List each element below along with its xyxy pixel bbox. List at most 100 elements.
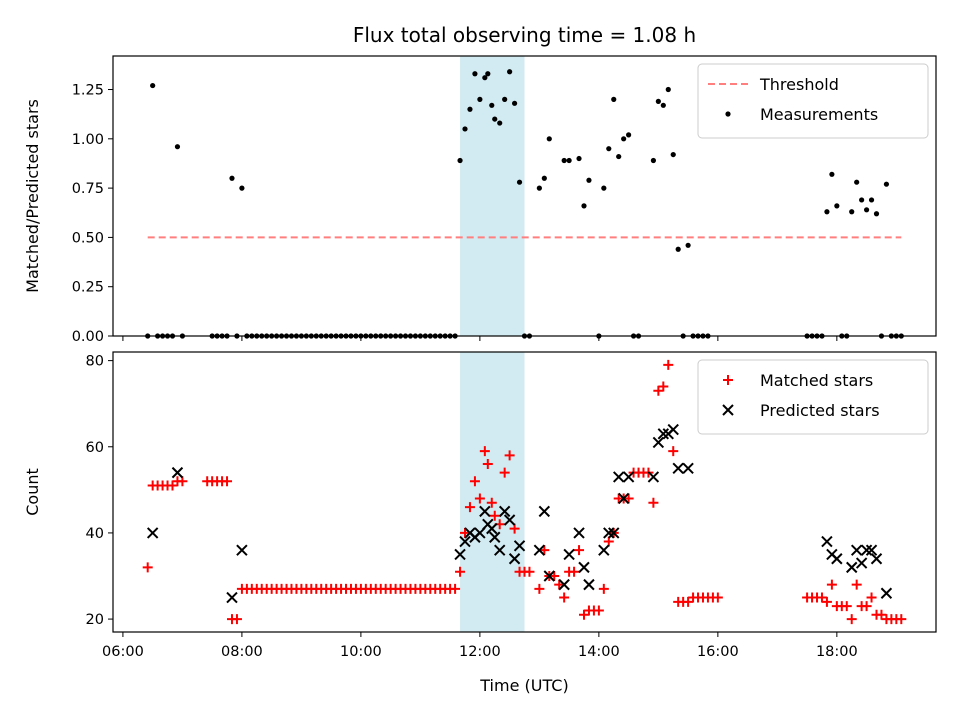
x-tick-label: 16:00 [697, 644, 739, 660]
y-tick-label: 80 [86, 354, 104, 370]
data-point [626, 132, 632, 138]
data-point [655, 98, 661, 104]
data-point [665, 86, 671, 93]
data-point [574, 545, 585, 556]
data-point [502, 96, 508, 102]
legend-label: Threshold [759, 75, 839, 94]
data-point [479, 505, 491, 518]
legend: Matched stars Predicted stars [697, 359, 929, 435]
data-point [623, 493, 634, 504]
data-point [539, 545, 550, 556]
data-point [474, 493, 485, 504]
data-point [464, 502, 475, 513]
data-point [146, 527, 159, 539]
data-point [477, 96, 483, 102]
x-tick-label: 18:00 [816, 644, 858, 660]
data-point [608, 527, 620, 539]
data-point [566, 157, 572, 164]
data-point [581, 203, 587, 209]
legend-x-swatch [722, 404, 734, 416]
data-point [861, 601, 872, 612]
y-tick-label: 20 [86, 612, 104, 628]
top-panel: 0.00 0.25 0.50 0.75 1.00 1.25 Flux total obser… [23, 23, 937, 345]
data-point [866, 592, 877, 603]
y-axis-label: Matched/Predicted stars [23, 99, 42, 293]
data-point [583, 578, 595, 591]
series-predicted-stars [146, 423, 893, 604]
x-tick-label: 14:00 [578, 644, 620, 660]
data-point [460, 527, 471, 538]
data-point [469, 476, 480, 487]
data-point [236, 544, 248, 556]
data-point [670, 151, 676, 158]
data-point [472, 71, 478, 77]
data-point [652, 436, 665, 449]
data-point [554, 579, 565, 590]
data-point [593, 605, 604, 616]
data-point [663, 359, 674, 370]
data-point [647, 471, 660, 483]
data-point [569, 566, 580, 577]
data-point [672, 462, 684, 475]
data-point [622, 471, 635, 483]
data-point [821, 535, 833, 548]
data-point [660, 102, 666, 108]
data-point [538, 505, 551, 518]
data-point [616, 153, 622, 160]
data-point [880, 587, 893, 599]
y-tick-label: 0.75 [72, 181, 104, 197]
data-point [868, 197, 875, 203]
data-point [174, 144, 181, 150]
data-point [863, 207, 870, 213]
data-point [226, 591, 238, 604]
data-point [549, 571, 560, 581]
y-tick-label: 1.00 [72, 132, 104, 148]
x-axis-label: Time (UTC) [479, 676, 568, 695]
data-point [873, 211, 880, 217]
data-point [534, 583, 545, 594]
data-point [459, 535, 471, 548]
data-point [846, 561, 858, 574]
data-point [231, 614, 242, 625]
data-point [561, 157, 567, 164]
data-point [831, 553, 843, 565]
data-point [851, 579, 862, 590]
data-point [509, 523, 520, 534]
data-point [222, 476, 233, 487]
data-point [849, 209, 855, 215]
data-point [657, 428, 670, 440]
data-point [486, 497, 497, 508]
x-tick-label: 08:00 [221, 644, 263, 660]
data-point [834, 203, 840, 209]
data-point [524, 566, 535, 577]
data-point [455, 566, 466, 577]
data-point [598, 544, 610, 556]
data-point [462, 126, 468, 132]
axes-frame [112, 55, 937, 337]
data-point [865, 544, 878, 556]
data-point [503, 514, 516, 526]
data-point [870, 553, 883, 565]
data-point [177, 476, 188, 487]
bottom-panel: 20 40 60 80 06:00 08:00 10:00 12:00 14:00 16:00 18… [23, 351, 937, 695]
data-point [598, 583, 609, 594]
y-tick-label: 0.25 [72, 280, 104, 296]
x-tick-label: 06:00 [102, 644, 144, 660]
data-point [546, 136, 552, 142]
data-point [485, 71, 491, 77]
data-point [543, 570, 555, 582]
data-point [508, 553, 521, 565]
legend-box [697, 359, 929, 435]
data-point [511, 100, 518, 106]
x-tick-label: 12:00 [459, 644, 501, 660]
data-point [829, 171, 835, 177]
data-point [489, 510, 500, 521]
data-point [578, 561, 590, 574]
data-point [450, 583, 461, 594]
legend-label: Predicted stars [760, 401, 880, 420]
data-point [563, 548, 575, 561]
data-point [668, 446, 679, 457]
data-point [486, 522, 498, 535]
highlight-span [460, 56, 525, 336]
